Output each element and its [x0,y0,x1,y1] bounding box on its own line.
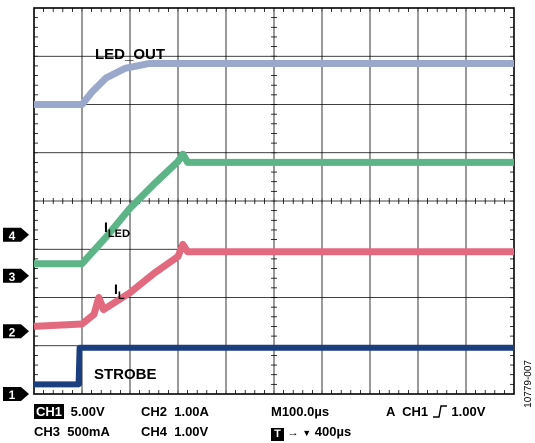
trigger-source: A CH1 [386,404,429,419]
channel-marker-3: 3 [3,268,29,284]
trace-i-l [33,240,514,330]
label-strobe: STROBE [94,366,157,383]
channel-markers: 1 2 3 4 [3,227,29,402]
trigger-pos-value: 400µs [314,424,352,439]
channel-marker-4: 4 [3,227,29,243]
arrow-down-icon: ▼ [302,428,312,438]
status-row-1: CH1 5.00V [34,404,105,419]
label-i-led: ILED [104,219,130,240]
arrow-right-icon: → [287,427,299,439]
rising-edge-icon [432,405,447,418]
marker-arrow [3,387,29,401]
channel-marker-1: 1 [3,387,29,402]
ch2-scale: CH2 1.00A [141,404,209,419]
trigger-level: 1.00V [451,404,486,419]
channel-marker-2: 2 [3,324,29,339]
trigger-t-icon: T [271,428,284,441]
ch3-scale: CH3 500mA [34,424,110,439]
marker-number: 1 [9,388,16,402]
ch1-tag: CH1 [34,404,65,419]
trace-labels: LED_OUT ILED IL STROBE [94,46,165,383]
ch1-scale: 5.00V [70,404,105,419]
trigger-setting: A CH1 1.00V [386,404,485,419]
marker-arrow [3,227,29,242]
ch4-scale: CH4 1.00V [141,424,209,439]
traces [33,60,514,388]
label-led-out: LED_OUT [95,46,165,63]
marker-arrow [3,268,29,283]
trigger-position: T → ▼ 400µs [271,424,351,441]
timebase: M100.0µs [271,404,330,419]
marker-number: 4 [9,229,16,243]
figure-id: 10779-007 [523,360,534,408]
marker-arrow [3,324,29,339]
marker-number: 3 [9,270,16,284]
trace-i-led [34,150,514,268]
marker-number: 2 [9,325,16,339]
trace-led-out [34,60,514,108]
trace-strobe [34,344,514,388]
label-i-l: IL [114,281,125,302]
